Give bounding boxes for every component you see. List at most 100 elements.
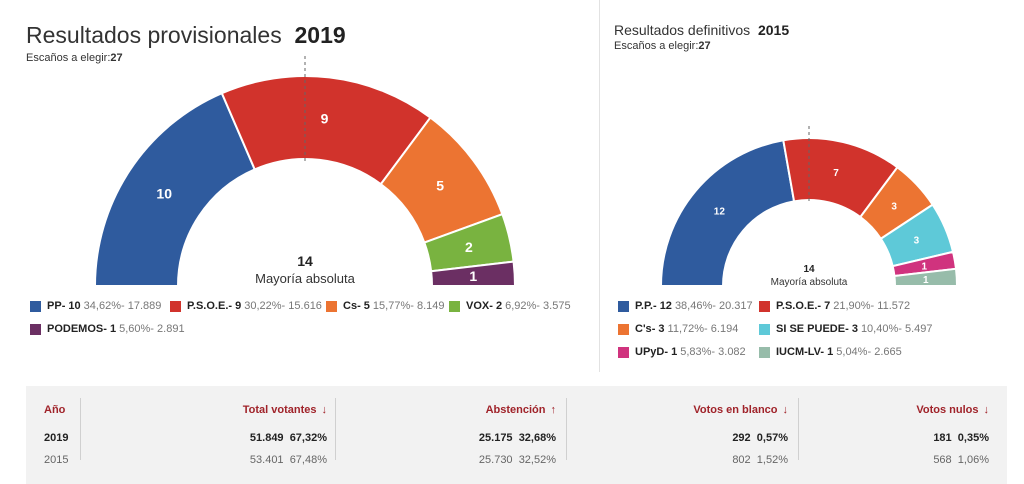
party-name: SI SE PUEDE: [776, 323, 846, 335]
party-votes: 17.889: [127, 300, 162, 312]
legend-swatch: [449, 300, 460, 312]
legend-item-p-s-o-e[interactable]: P.S.O.E.- 7 21,90%- 11.572: [759, 300, 910, 312]
year-cell: 2015: [44, 454, 69, 466]
table-row: 2019 51.849 67,32% 25.175 32,68% 292 0,5…: [26, 432, 1007, 452]
legend-stats: 38,46%- 20.317: [674, 300, 753, 312]
title-text: Resultados definitivos: [614, 22, 751, 38]
total-voters-cell: 51.849 67,32%: [250, 432, 327, 444]
seat-count-label: 2: [465, 239, 473, 255]
seats-label: Escaños a elegir:: [614, 40, 699, 52]
legend-item-c-s[interactable]: C's- 3 11,72%- 6.194: [618, 323, 738, 335]
party-votes: 20.317: [718, 300, 753, 312]
legend-swatch: [30, 300, 41, 312]
header-total-voters[interactable]: Total votantes ↓: [243, 404, 327, 416]
party-votes: 8.149: [416, 300, 445, 312]
legend-item-upyd[interactable]: UPyD- 1 5,83%- 3.082: [618, 346, 746, 358]
party-seats: 12: [659, 300, 672, 312]
legend-stats: 21,90%- 11.572: [833, 300, 911, 312]
party-votes: 6.194: [710, 323, 739, 335]
legend-item-si-se-puede[interactable]: SI SE PUEDE- 3 10,40%- 5.497: [759, 323, 933, 335]
party-votes: 3.575: [543, 300, 571, 312]
turnout-stats-table: Año Total votantes ↓ Abstención ↑ Votos en…: [26, 386, 1007, 484]
party-votes: 2.891: [157, 323, 185, 335]
legend-stats: 11,72%- 6.194: [667, 323, 739, 335]
value: 51.849: [249, 432, 284, 444]
party-votes: 15.616: [288, 300, 322, 312]
party-percent: 38,46%: [674, 300, 713, 312]
legend-party: Cs- 5: [343, 300, 370, 312]
legend-party: P.S.O.E.- 7: [776, 300, 831, 312]
legend-stats: 5,60%- 2.891: [119, 323, 185, 335]
abstention-cell: 25.175 32,68%: [479, 432, 556, 444]
percent: 32,68%: [518, 432, 556, 444]
seat-segment-podemos[interactable]: [430, 260, 517, 287]
header-label: Votos nulos: [916, 404, 979, 416]
majority-label: Mayoría absoluta: [255, 271, 355, 286]
party-seats: 10: [68, 300, 81, 312]
arrow-up-icon: ↑: [550, 404, 557, 416]
majority-value: 14: [297, 253, 313, 269]
legend-item-podemos[interactable]: PODEMOS- 1 5,60%- 2.891: [30, 323, 185, 335]
arrow-down-icon: ↓: [782, 404, 789, 416]
party-percent: 5,04%: [836, 346, 868, 358]
panel-title: Resultados definitivos 2015: [614, 22, 789, 38]
value: 25.730: [478, 454, 513, 466]
party-percent: 11,72%: [667, 323, 705, 335]
column-divider: [335, 398, 336, 460]
legend-item-p-p[interactable]: P.P.- 12 38,46%- 20.317: [618, 300, 753, 312]
legend-item-vox[interactable]: VOX- 2 6,92%- 3.575: [449, 300, 571, 312]
legend-item-cs[interactable]: Cs- 5 15,77%- 8.149: [326, 300, 445, 312]
null-votes-cell: 568 1,06%: [933, 454, 989, 466]
seat-count-label: 5: [436, 177, 444, 193]
party-percent: 15,77%: [372, 300, 411, 312]
legend-swatch: [759, 300, 770, 312]
seat-segment-iucm-lv[interactable]: [893, 267, 959, 287]
party-votes: 3.082: [718, 346, 746, 358]
legend-party: PODEMOS- 1: [47, 323, 117, 335]
majority-value: 14: [803, 264, 815, 275]
seat-count-label: 1: [923, 275, 929, 286]
legend-stats: 10,40%- 5.497: [860, 323, 933, 335]
legend-item-p-s-o-e[interactable]: P.S.O.E.- 9 30,22%- 15.616: [170, 300, 322, 312]
column-divider: [798, 398, 799, 460]
legend-item-pp[interactable]: PP- 10 34,62%- 17.889: [30, 300, 161, 312]
party-percent: 21,90%: [833, 300, 871, 312]
party-seats: 2: [495, 300, 503, 312]
percent: 1,52%: [756, 454, 788, 466]
legend-stats: 15,77%- 8.149: [372, 300, 445, 312]
header-null-votes[interactable]: Votos nulos ↓: [916, 404, 989, 416]
seats-value: 27: [698, 40, 711, 52]
party-name: VOX: [466, 300, 490, 312]
total-voters-cell: 53.401 67,48%: [250, 454, 327, 466]
value: 568: [933, 454, 952, 466]
party-name: Cs: [343, 300, 358, 312]
arrow-down-icon: ↓: [983, 404, 990, 416]
legend-party: UPyD- 1: [635, 346, 678, 358]
legend-stats: 5,04%- 2.665: [836, 346, 902, 358]
party-name: UPyD: [635, 346, 665, 358]
seat-segment-p-p[interactable]: [659, 139, 796, 287]
party-percent: 5,83%: [680, 346, 712, 358]
seat-count-label: 12: [714, 206, 726, 217]
value: 181: [933, 432, 952, 444]
percent: 1,06%: [957, 454, 989, 466]
results-2015-panel: Resultados definitivos 2015 Escaños a el…: [599, 0, 1024, 372]
value: 25.175: [478, 432, 513, 444]
party-name: C's: [635, 323, 652, 335]
party-seats: 7: [824, 300, 831, 312]
header-blank-votes[interactable]: Votos en blanco ↓: [693, 404, 788, 416]
value: 802: [732, 454, 751, 466]
legend-party: VOX- 2: [466, 300, 503, 312]
legend-stats: 5,83%- 3.082: [680, 346, 746, 358]
seat-count-label: 10: [156, 185, 172, 201]
seats-label: Escaños a elegir:: [26, 52, 111, 64]
legend-party: C's- 3: [635, 323, 665, 335]
legend-item-iucm-lv[interactable]: IUCM-LV- 1 5,04%- 2.665: [759, 346, 902, 358]
abstention-cell: 25.730 32,52%: [479, 454, 556, 466]
header-label: Abstención: [485, 404, 546, 416]
party-seats: 3: [658, 323, 665, 335]
blank-votes-cell: 292 0,57%: [732, 432, 788, 444]
header-abstention[interactable]: Abstención ↑: [486, 404, 556, 416]
seat-segment-pp[interactable]: [93, 91, 257, 287]
header-label: Total votantes: [242, 404, 317, 416]
